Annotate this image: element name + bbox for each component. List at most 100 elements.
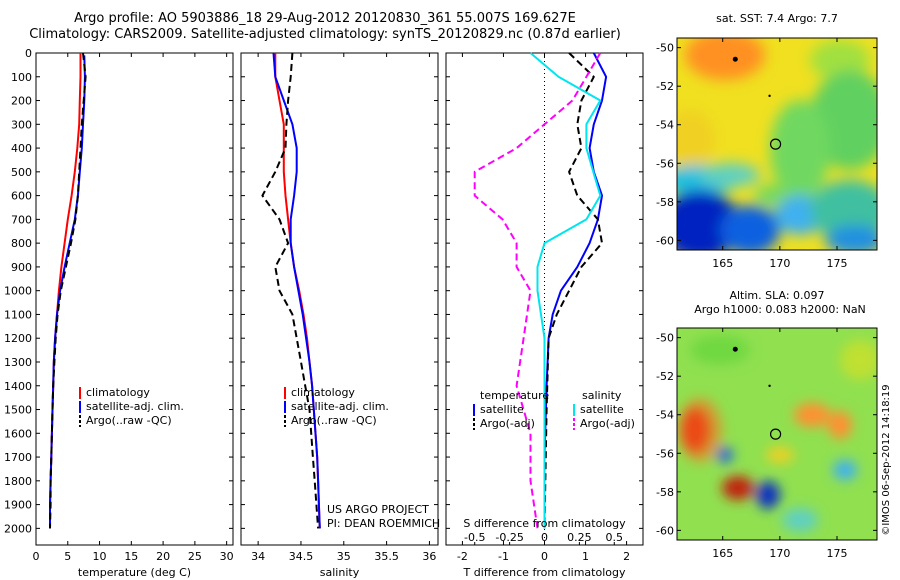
x-axis-top-label: S difference from climatology — [463, 517, 626, 530]
x-tick-label: 36 — [422, 550, 436, 563]
map-frame-1 — [676, 37, 878, 251]
legend-entry-temperature: satellite-adj. clim. — [86, 400, 184, 413]
x-tick-label: 35.5 — [374, 550, 399, 563]
s-tick-label: 0.5 — [606, 531, 624, 544]
legend-entry-salinity: satellite-adj. clim. — [291, 400, 389, 413]
map-lon-label: 170 — [769, 547, 790, 560]
legend-entry-difference: Argo(-adj) — [580, 417, 635, 430]
depth-tick-label: 1600 — [4, 427, 32, 440]
x-tick-label: 10 — [93, 550, 107, 563]
series-line-temperature-climatology — [49, 53, 82, 529]
legend-entry-temperature: Argo(..raw -QC) — [86, 414, 172, 427]
x-tick-label: 34.5 — [289, 550, 314, 563]
panel-frame-salinity — [240, 52, 439, 546]
x-tick-label: -2 — [457, 550, 468, 563]
depth-tick-label: 1200 — [4, 332, 32, 345]
depth-tick-label: 0 — [25, 47, 32, 60]
depth-tick-label: 1700 — [4, 451, 32, 464]
depth-tick-label: 500 — [11, 166, 32, 179]
depth-tick-label: 1500 — [4, 404, 32, 417]
island-marker — [732, 346, 738, 352]
depth-tick-label: 900 — [11, 261, 32, 274]
map-lat-label: -54 — [656, 409, 674, 422]
legend-entry-salinity: climatology — [291, 386, 355, 399]
s-tick-label: 0 — [541, 531, 548, 544]
map-lat-label: -50 — [656, 42, 674, 55]
x-tick-label: 5 — [64, 550, 71, 563]
map2-title-line1: Altim. SLA: 0.097 — [729, 289, 824, 302]
island-marker — [732, 56, 738, 62]
x-tick-label: 25 — [188, 550, 202, 563]
argo-position-marker — [769, 428, 782, 440]
s-tick-label: 0.25 — [567, 531, 592, 544]
figure-title-line2: Climatology: CARS2009. Satellite-adjuste… — [29, 27, 621, 42]
legend-entry-difference: satellite — [480, 403, 524, 416]
series-line-difference-satellite — [543, 52, 608, 529]
map-lon-label: 165 — [712, 257, 733, 270]
map-lon-label: 165 — [712, 547, 733, 560]
map-lon-label: 170 — [769, 257, 790, 270]
sst-map-field — [677, 38, 877, 250]
x-axis-label-difference: T difference from climatology — [463, 566, 626, 579]
panel-frame-temperature — [35, 52, 234, 546]
series-line-difference-argo-adj- — [543, 52, 603, 529]
map1-title: sat. SST: 7.4 Argo: 7.7 — [716, 12, 838, 25]
map-lat-label: -52 — [656, 80, 674, 93]
series-line-salinity-satellite-adj-clim- — [272, 52, 321, 529]
map-frame-2 — [676, 327, 878, 541]
map-lat-label: -52 — [656, 370, 674, 383]
depth-tick-label: 2000 — [4, 522, 32, 535]
x-tick-label: 34 — [251, 550, 265, 563]
map-lat-label: -60 — [656, 234, 674, 247]
x-tick-label: 1 — [582, 550, 589, 563]
map-lat-label: -54 — [656, 119, 674, 132]
depth-tick-label: 700 — [11, 213, 32, 226]
island-marker — [768, 384, 771, 388]
depth-tick-label: 1100 — [4, 308, 32, 321]
series-line-difference-satellite — [529, 52, 602, 529]
series-line-temperature-argo-raw-qc- — [49, 52, 87, 529]
x-tick-label: 15 — [124, 550, 138, 563]
figure-title-line1: Argo profile: AO 5903886_18 29-Aug-2012 … — [74, 11, 576, 26]
map-lon-label: 175 — [827, 547, 848, 560]
x-tick-label: 30 — [220, 550, 234, 563]
legend-heading-salinity: salinity — [582, 389, 622, 402]
depth-tick-label: 800 — [11, 237, 32, 250]
depth-tick-label: 1000 — [4, 285, 32, 298]
legend-entry-salinity: Argo(..raw -QC) — [291, 414, 377, 427]
legend-entry-difference: satellite — [580, 403, 624, 416]
depth-tick-label: 600 — [11, 190, 32, 203]
map-lat-label: -56 — [656, 157, 674, 170]
x-axis-label-temperature: temperature (deg C) — [78, 566, 191, 579]
x-tick-label: 20 — [156, 550, 170, 563]
x-tick-label: 35 — [337, 550, 351, 563]
x-axis-label-salinity: salinity — [320, 566, 360, 579]
series-line-salinity-argo-raw-qc- — [261, 52, 320, 529]
x-tick-label: -1 — [498, 550, 509, 563]
map2-title-line2: Argo h1000: 0.083 h2000: NaN — [694, 303, 866, 316]
map-lat-label: -50 — [656, 332, 674, 345]
legend-entry-difference: Argo(-adj) — [480, 417, 535, 430]
depth-tick-label: 1300 — [4, 356, 32, 369]
depth-tick-label: 1400 — [4, 380, 32, 393]
annotation-project: US ARGO PROJECT — [327, 503, 429, 516]
x-tick-label: 2 — [623, 550, 630, 563]
depth-tick-label: 1800 — [4, 475, 32, 488]
s-tick-label: -0.5 — [464, 531, 485, 544]
argo-position-marker — [769, 138, 782, 150]
credit-text: ©IMOS 06-Sep-2012 14:18:19 — [881, 384, 892, 535]
annotation-pi: PI: DEAN ROEMMICH — [327, 517, 440, 530]
depth-tick-label: 100 — [11, 71, 32, 84]
depth-tick-label: 400 — [11, 142, 32, 155]
legend-heading-temperature: temperature — [480, 389, 549, 402]
map-lat-label: -58 — [656, 486, 674, 499]
x-tick-label: 0 — [541, 550, 548, 563]
x-tick-label: 0 — [33, 550, 40, 563]
legend-entry-temperature: climatology — [86, 386, 150, 399]
map-lon-label: 175 — [827, 257, 848, 270]
sla-map-field — [677, 328, 877, 540]
s-tick-label: -0.25 — [495, 531, 523, 544]
map-lat-label: -58 — [656, 196, 674, 209]
map-lat-label: -60 — [656, 524, 674, 537]
